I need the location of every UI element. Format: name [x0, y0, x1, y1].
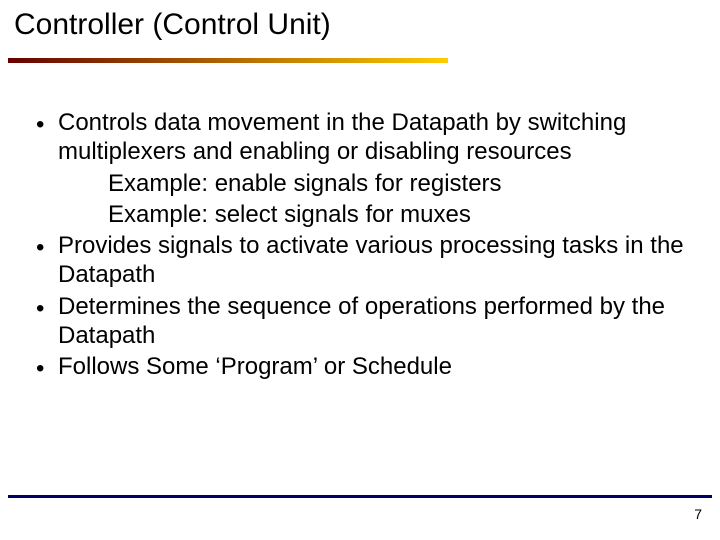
- bullet-item: •Controls data movement in the Datapath …: [36, 108, 684, 167]
- bullet-text: Provides signals to activate various pro…: [58, 231, 684, 290]
- bullet-text: Follows Some ‘Program’ or Schedule: [58, 352, 684, 381]
- title-underline: [8, 58, 448, 63]
- bullet-item: •Follows Some ‘Program’ or Schedule: [36, 352, 684, 383]
- bullet-item: •Determines the sequence of operations p…: [36, 292, 684, 351]
- slide: Controller (Control Unit) •Controls data…: [0, 0, 720, 540]
- title-container: Controller (Control Unit): [14, 8, 706, 48]
- bullet-dot-icon: •: [36, 352, 58, 383]
- bullet-dot-icon: •: [36, 108, 58, 139]
- page-number: 7: [694, 506, 702, 522]
- bullet-text: Determines the sequence of operations pe…: [58, 292, 684, 351]
- bullet-sub-item: Example: enable signals for registers: [36, 169, 684, 198]
- bullet-dot-icon: •: [36, 231, 58, 262]
- bullet-dot-icon: •: [36, 292, 58, 323]
- slide-title: Controller (Control Unit): [14, 8, 706, 48]
- bullet-item: •Provides signals to activate various pr…: [36, 231, 684, 290]
- bullet-text: Controls data movement in the Datapath b…: [58, 108, 684, 167]
- content-area: •Controls data movement in the Datapath …: [36, 108, 684, 385]
- bullet-sub-item: Example: select signals for muxes: [36, 200, 684, 229]
- footer-rule: [8, 495, 712, 498]
